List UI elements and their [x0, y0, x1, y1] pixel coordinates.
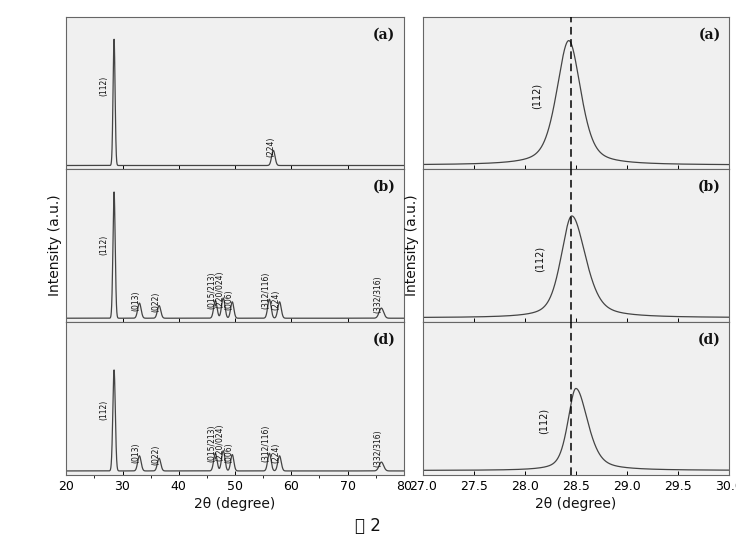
- Text: (312/116): (312/116): [261, 424, 271, 462]
- Text: (013): (013): [132, 443, 141, 463]
- Text: (224): (224): [272, 290, 280, 310]
- Text: (332/316): (332/316): [373, 429, 383, 466]
- Text: (224): (224): [266, 137, 275, 157]
- Text: (312/116): (312/116): [261, 272, 271, 309]
- X-axis label: 2θ (degree): 2θ (degree): [535, 497, 617, 511]
- Y-axis label: Intensity (a.u.): Intensity (a.u.): [48, 195, 62, 296]
- Y-axis label: Intensity (a.u.): Intensity (a.u.): [405, 195, 419, 296]
- Text: (022): (022): [151, 444, 160, 465]
- Text: (015/213): (015/213): [208, 424, 216, 462]
- Text: (112): (112): [99, 235, 108, 255]
- Text: (112): (112): [531, 83, 541, 109]
- Text: (112): (112): [99, 400, 108, 421]
- Text: (006): (006): [224, 289, 233, 310]
- Text: (a): (a): [698, 27, 721, 41]
- Text: (224): (224): [272, 443, 280, 463]
- Text: (112): (112): [99, 76, 108, 96]
- X-axis label: 2θ (degree): 2θ (degree): [194, 497, 276, 511]
- Text: (332/316): (332/316): [373, 275, 383, 313]
- Text: (220/024): (220/024): [216, 423, 224, 461]
- Text: (d): (d): [372, 333, 395, 347]
- Text: (b): (b): [698, 180, 721, 194]
- Text: (112): (112): [534, 246, 544, 272]
- Text: (d): (d): [698, 333, 721, 347]
- Text: (013): (013): [132, 290, 141, 311]
- Text: (112): (112): [538, 407, 548, 433]
- Text: (022): (022): [151, 291, 160, 312]
- Text: (220/024): (220/024): [216, 270, 224, 308]
- Text: 图 2: 图 2: [355, 517, 381, 535]
- Text: (b): (b): [372, 180, 395, 194]
- Text: (006): (006): [224, 442, 233, 463]
- Text: (015/213): (015/213): [208, 272, 216, 309]
- Text: (a): (a): [373, 27, 395, 41]
